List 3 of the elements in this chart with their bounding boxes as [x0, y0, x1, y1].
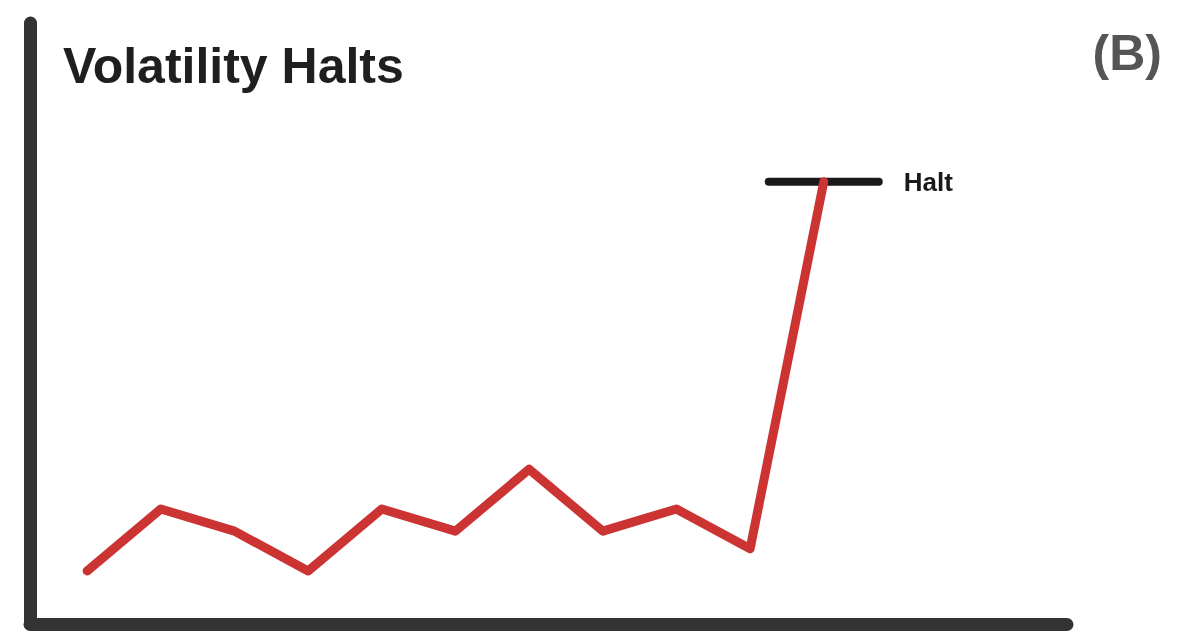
chart-title: Volatility Halts: [63, 38, 404, 94]
text: (B): [1092, 25, 1163, 81]
ref-line-label: Halt: [903, 166, 954, 197]
